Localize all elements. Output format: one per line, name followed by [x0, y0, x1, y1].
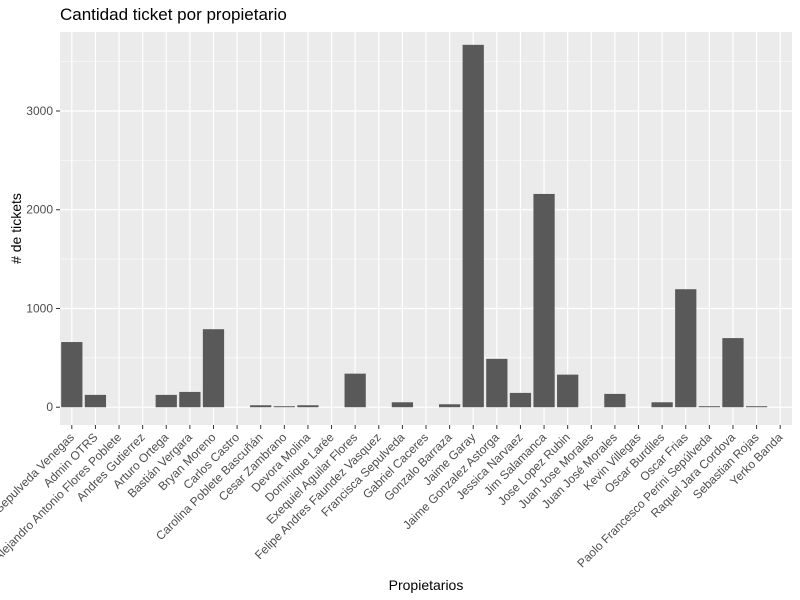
- bar: [722, 338, 744, 408]
- bar: [698, 406, 720, 408]
- bars: [61, 44, 768, 408]
- grid-lines: [60, 32, 792, 425]
- bar: [84, 394, 107, 408]
- bar: [533, 193, 555, 408]
- bar: [273, 406, 295, 408]
- bar: [179, 391, 201, 408]
- bar: [651, 402, 673, 408]
- bar: [250, 405, 272, 408]
- y-tick-label: 1000: [26, 301, 53, 315]
- bar: [61, 342, 83, 408]
- bar: [297, 405, 319, 408]
- bar: [675, 289, 697, 408]
- bar: [509, 392, 532, 408]
- bar: [202, 329, 225, 408]
- y-tick-label: 0: [46, 400, 53, 414]
- y-axis-title: # de tickets: [8, 193, 24, 264]
- bar: [745, 406, 768, 408]
- bar: [438, 404, 461, 408]
- bar: [155, 394, 177, 408]
- y-axis: 0 1000 2000 3000: [26, 104, 60, 414]
- bar: [486, 358, 508, 408]
- x-axis-title: Propietarios: [389, 577, 464, 593]
- bar: [604, 393, 626, 408]
- bar: [557, 374, 579, 408]
- chart-title: Cantidad ticket por propietario: [60, 5, 287, 24]
- y-tick-label: 2000: [26, 203, 53, 217]
- bar: [462, 44, 484, 408]
- bar: [344, 373, 366, 408]
- bar: [391, 402, 414, 408]
- y-tick-label: 3000: [26, 104, 53, 118]
